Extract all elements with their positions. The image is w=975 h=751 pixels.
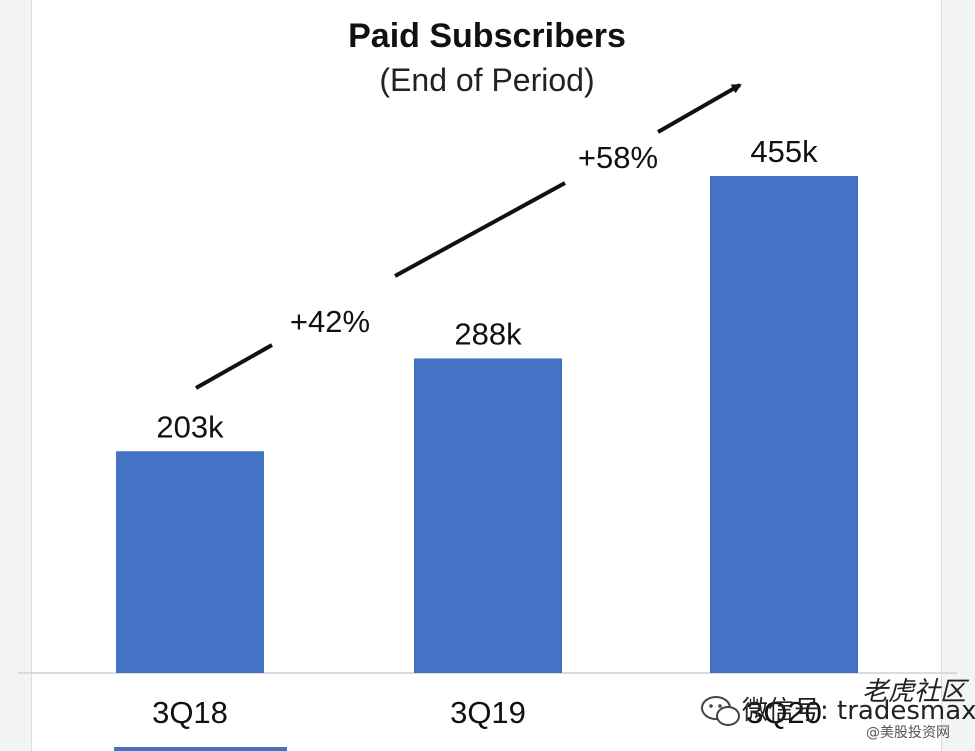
chart-title: Paid Subscribers (348, 17, 626, 55)
growth-arrow-head-segment (657, 83, 742, 134)
watermark: 微信号: tradesmax 老虎社区 @美股投资网 (701, 677, 975, 741)
watermark-sub-text: @美股投资网 (866, 725, 950, 741)
growth-label-2: +58% (578, 140, 658, 175)
wechat-icon (701, 696, 740, 726)
watermark-logo-text: 老虎社区 (862, 677, 970, 707)
x-tick-label-3Q19: 3Q19 (450, 695, 526, 730)
value-label-3Q18: 203k (156, 409, 224, 444)
bar-3Q19 (414, 358, 562, 673)
watermark-text: 微信号: tradesmax (742, 696, 975, 726)
x-tick-label-3Q18: 3Q18 (152, 695, 228, 730)
growth-arrow-segment-2 (394, 181, 566, 278)
bottom-edge-accent (114, 747, 287, 751)
bar-3Q20 (710, 176, 858, 673)
bar-3Q18 (116, 451, 264, 673)
value-label-3Q19: 288k (454, 316, 522, 351)
x-tick-label-3Q20: 3Q20 (746, 695, 822, 730)
chart-subtitle: (End of Period) (379, 62, 594, 98)
growth-arrow-segment-1 (195, 343, 273, 390)
growth-label-1: +42% (290, 304, 370, 339)
value-label-3Q20: 455k (750, 134, 818, 169)
